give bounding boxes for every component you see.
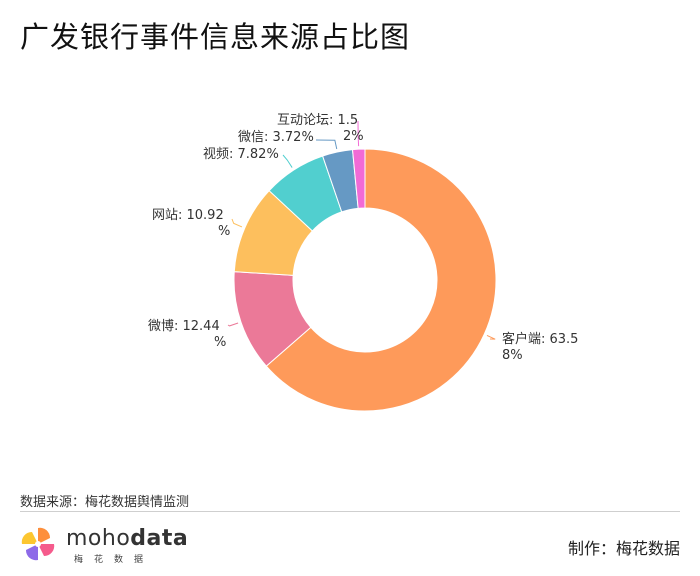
slice-label-视频: 视频: 7.82% (203, 147, 279, 162)
leader-line-微信 (315, 139, 338, 150)
leader-line-视频 (282, 154, 293, 168)
leader-line-微博 (227, 322, 239, 327)
donut-chart: 客户端: 63.5 8% 微博: 12.44 % 网站: 10.92 % 视频: 7.82%… (148, 113, 578, 412)
slice-label-微信: 微信: 3.72% (238, 130, 314, 145)
leader-line-客户端 (486, 334, 496, 340)
footer-divider (20, 511, 680, 512)
slice-label-客户端: 客户端: 63.5 8% (502, 331, 578, 363)
pinwheel-logo-icon (21, 527, 55, 561)
data-source-note: 数据来源：梅花数据舆情监测 (20, 495, 190, 510)
logo-wordmark: mohodata (66, 526, 189, 551)
leader-line-互动论坛 (357, 120, 360, 147)
mohodata-logo: mohodata 梅花数据 (20, 524, 188, 565)
leader-line-网站 (231, 218, 243, 228)
chart-title: 广发银行事件信息来源占比图 (20, 20, 411, 54)
slice-互动论坛[interactable] (351, 148, 366, 209)
logo-subtitle: 梅花数据 (74, 555, 155, 565)
credit-text: 制作：梅花数据 (567, 539, 680, 558)
slice-label-网站: 网站: 10.92% (152, 208, 230, 239)
slice-label-微博: 微博: 12.44% (148, 319, 226, 350)
slice-客户端[interactable] (265, 148, 497, 412)
slice-label-互动论坛: 互动论坛: 1.5 2% (277, 113, 364, 144)
